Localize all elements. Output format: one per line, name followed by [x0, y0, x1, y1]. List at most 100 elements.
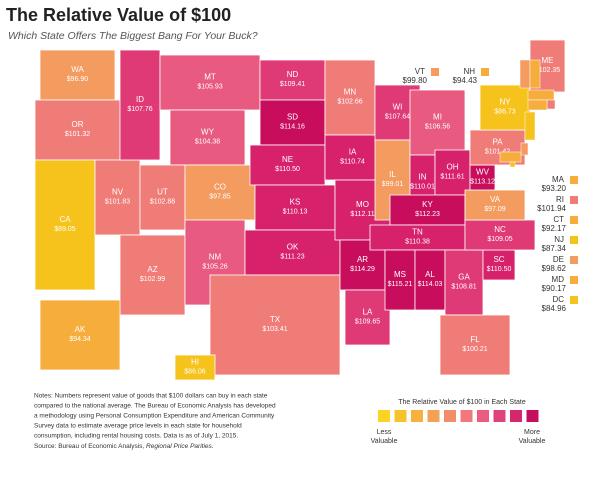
state-value: $113.12 — [470, 178, 495, 185]
state-abbr: FL — [470, 335, 480, 344]
legend-swatch — [394, 410, 407, 422]
notes: Notes: Numbers represent value of goods … — [34, 393, 276, 440]
state-abbr: MI — [433, 113, 442, 122]
legend-swatch — [444, 410, 456, 422]
callout-abbr: MA — [552, 175, 565, 184]
state-abbr: UT — [157, 188, 168, 197]
state-abbr: MS — [394, 270, 406, 279]
state-value: $109.41 — [280, 81, 305, 88]
state-abbr: WA — [71, 65, 84, 74]
legend-swatch — [526, 410, 539, 422]
state-shape — [174, 354, 216, 381]
state-value: $114.16 — [280, 123, 305, 130]
state-abbr: KY — [422, 200, 433, 209]
callout-swatch — [570, 176, 578, 184]
note-line: a methodology using Personal Consumption… — [34, 413, 275, 420]
callout-value: $98.62 — [542, 264, 567, 273]
source: Source: Bureau of Economic Analysis, Reg… — [34, 443, 214, 450]
state-abbr: OR — [72, 120, 84, 129]
source-text: Source: Bureau of Economic Analysis, — [34, 443, 146, 450]
state-value: $103.41 — [262, 326, 287, 333]
callout-swatch — [570, 296, 578, 304]
legend-swatch — [493, 410, 506, 422]
callout-value: $87.34 — [542, 244, 567, 253]
state-abbr: OH — [447, 163, 459, 172]
legend-low: Less — [377, 429, 392, 436]
callout-value: $92.17 — [542, 224, 567, 233]
state-value: $104.38 — [195, 138, 220, 145]
state-abbr: ND — [287, 70, 299, 79]
state-shape — [439, 314, 511, 376]
state-shape — [249, 144, 326, 186]
state-shape — [520, 142, 529, 156]
legend: The Relative Value of $100 in Each State… — [371, 399, 546, 445]
callout-swatch — [570, 236, 578, 244]
state-shape — [519, 59, 531, 89]
state-abbr: NV — [112, 188, 124, 197]
state-abbr: NM — [209, 253, 222, 262]
callout-abbr: MD — [552, 275, 565, 284]
state-abbr: NY — [499, 98, 511, 107]
callout-swatch — [431, 68, 439, 76]
state-abbr: SC — [493, 255, 504, 264]
state-value: $102.66 — [337, 98, 362, 105]
note-line: consumption, including rental housing co… — [34, 433, 238, 440]
state-shape — [39, 49, 116, 101]
callout-value: $93.20 — [542, 184, 567, 193]
state-abbr: ME — [542, 56, 554, 65]
state-shape — [209, 274, 341, 376]
state-shape — [509, 161, 516, 168]
state-abbr: MN — [344, 88, 357, 97]
state-value: $115.21 — [388, 281, 413, 288]
state-abbr: VA — [490, 195, 501, 204]
state-value: $94.34 — [69, 336, 91, 343]
state-shape — [409, 89, 466, 156]
state-value: $89.05 — [54, 226, 76, 233]
state-shape — [479, 84, 531, 131]
callout-abbr: NJ — [554, 235, 564, 244]
state-value: $112.23 — [415, 211, 440, 218]
callout-value: $94.43 — [453, 76, 478, 85]
state-value: $86.73 — [494, 108, 516, 115]
state-shape — [94, 159, 141, 236]
state-abbr: CA — [59, 215, 71, 224]
state-value: $110.13 — [283, 208, 308, 215]
state-shape — [369, 224, 466, 251]
state-value: $111.61 — [440, 173, 464, 180]
state-abbr: OK — [287, 243, 299, 252]
state-shape — [434, 149, 471, 196]
state-value: $101.32 — [65, 131, 90, 138]
state-shape — [244, 229, 341, 276]
state-shape — [524, 111, 536, 141]
note-line: Notes: Numbers represent value of goods … — [34, 393, 268, 400]
state-value: $105.93 — [197, 83, 222, 90]
state-value: $106.56 — [425, 123, 450, 130]
state-value: $97.09 — [484, 206, 506, 213]
state-value: $102.88 — [150, 198, 175, 205]
state-abbr: WV — [476, 168, 490, 177]
state-shape — [34, 99, 121, 161]
state-value: $105.26 — [202, 263, 227, 270]
state-value: $110.38 — [405, 238, 430, 245]
callout-value: $99.80 — [403, 76, 428, 85]
state-value: $109.65 — [355, 318, 380, 325]
callout-swatch — [570, 196, 578, 204]
state-abbr: IN — [419, 173, 427, 182]
state-shape — [529, 59, 541, 89]
state-value: $110.50 — [487, 266, 512, 273]
state-shape — [389, 194, 466, 226]
state-shape — [119, 49, 161, 161]
state-shape — [344, 289, 391, 346]
state-abbr: CO — [214, 183, 226, 192]
subtitle: Which State Offers The Biggest Bang For … — [8, 30, 258, 42]
title: The Relative Value of $100 — [6, 5, 231, 25]
state-abbr: HI — [191, 358, 199, 367]
callout-swatch — [570, 216, 578, 224]
state-abbr: AK — [75, 325, 86, 334]
state-abbr: MO — [356, 200, 369, 209]
state-value: $102.35 — [535, 67, 560, 74]
callout-value: $84.96 — [542, 304, 567, 313]
state-value: $97.85 — [209, 193, 231, 200]
legend-high: More — [524, 429, 540, 436]
